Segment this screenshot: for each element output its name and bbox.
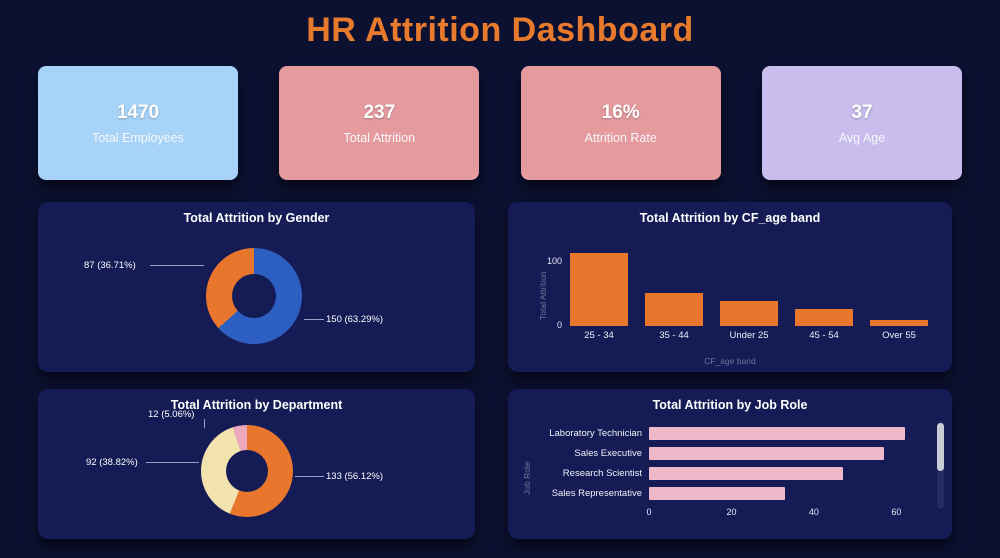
bar[interactable] (570, 253, 628, 326)
x-tick-label: 40 (808, 507, 819, 517)
bar-zone (870, 248, 928, 326)
slice-label: 150 (63.29%) (326, 314, 384, 325)
kpi-card-attrition-rate: 16% Attrition Rate (520, 66, 721, 180)
leader-line (295, 476, 324, 477)
bar[interactable] (649, 486, 786, 500)
bar[interactable] (649, 466, 843, 480)
bar[interactable] (795, 309, 853, 326)
kpi-value: 1470 (116, 101, 160, 123)
bar[interactable] (870, 319, 928, 326)
kpi-value: 237 (363, 101, 396, 123)
slice-label: 133 (56.12%) (326, 471, 384, 482)
kpi-value: 16% (601, 101, 640, 123)
job-role-bar-chart[interactable]: Laboratory Technician Sales Executive Rese… (514, 423, 922, 523)
kpi-row: 1470 Total Employees 237 Total Attrition… (0, 66, 1000, 180)
bar[interactable] (649, 446, 884, 460)
bar-zone (720, 248, 778, 326)
page-title: HR Attrition Dashboard (306, 11, 694, 49)
kpi-label: Attrition Rate (584, 130, 657, 145)
panel-attrition-by-job-role: Total Attrition by Job Role Job Role Lab… (508, 389, 952, 539)
hbar-row: Research Scientist (514, 463, 922, 483)
hbar-row: Laboratory Technician (514, 423, 922, 443)
panel-title: Total Attrition by Gender (183, 211, 330, 225)
x-tick-label: 60 (891, 507, 902, 517)
panel-attrition-by-age-band: Total Attrition by CF_age band 100 0 Tot… (508, 202, 952, 372)
bar[interactable] (649, 426, 905, 440)
category-label: 25 - 34 (584, 330, 614, 341)
x-axis-title: CF_age band (704, 356, 756, 366)
y-tick-label: 0 (556, 320, 562, 330)
leader-line (150, 265, 204, 266)
kpi-label: Avg Age (838, 130, 886, 145)
panel-title: Total Attrition by CF_age band (639, 211, 821, 225)
bar-zone (645, 248, 703, 326)
panel-attrition-by-gender: Total Attrition by Gender 87 (36.71%) 15… (38, 202, 475, 372)
category-label: Sales Representative (551, 487, 642, 499)
scrollbar-thumb[interactable] (937, 423, 944, 471)
y-tick-label: 100 (546, 256, 562, 266)
bar-zone (570, 248, 628, 326)
age-band-bar-chart[interactable]: 25 - 34 35 - 44 Under 25 45 - 54 Over 55 (570, 248, 928, 341)
kpi-card-total-attrition: 237 Total Attrition (279, 66, 480, 180)
category-label: Under 25 (729, 330, 769, 341)
bar-column: 45 - 54 (795, 248, 853, 341)
panel-title: Total Attrition by Job Role (652, 398, 808, 412)
category-label: Sales Executive (574, 447, 642, 459)
hbar-row: Sales Representative (514, 483, 922, 503)
bar[interactable] (645, 292, 703, 326)
x-tick-label: 20 (726, 507, 737, 517)
category-label: Research Scientist (562, 467, 642, 479)
slice-label: 87 (36.71%) (84, 260, 136, 271)
slice-label: 92 (38.82%) (86, 457, 138, 468)
bar-column: 35 - 44 (645, 248, 703, 341)
bar[interactable] (720, 301, 778, 326)
gender-donut-chart[interactable] (206, 248, 302, 344)
hbar-row: Sales Executive (514, 443, 922, 463)
leader-line (146, 462, 199, 463)
slice-label: 12 (5.06%) (148, 409, 195, 420)
panel-title: Total Attrition by Department (170, 398, 343, 412)
category-label: 35 - 44 (659, 330, 689, 341)
bar-column: Under 25 (720, 248, 778, 341)
bar-column: Over 55 (870, 248, 928, 341)
kpi-card-total-employees: 1470 Total Employees (38, 66, 238, 180)
bar-column: 25 - 34 (570, 248, 628, 341)
category-label: Over 55 (882, 330, 916, 341)
x-tick-label: 0 (646, 507, 652, 517)
leader-line (304, 319, 324, 320)
charts-grid: Total Attrition by Gender 87 (36.71%) 15… (0, 202, 1000, 539)
bar-zone (795, 248, 853, 326)
kpi-label: Total Employees (92, 130, 184, 145)
kpi-label: Total Attrition (343, 130, 416, 145)
y-axis-title: Total Attrition (538, 271, 548, 320)
leader-line (204, 419, 205, 428)
kpi-value: 37 (851, 101, 873, 123)
panel-attrition-by-department: Total Attrition by Department 12 (5.06%)… (38, 389, 475, 539)
department-donut-chart[interactable] (201, 425, 293, 517)
category-label: Laboratory Technician (549, 427, 642, 439)
scrollbar[interactable] (937, 421, 944, 509)
kpi-card-avg-age: 37 Avg Age (761, 66, 962, 180)
category-label: 45 - 54 (809, 330, 839, 341)
